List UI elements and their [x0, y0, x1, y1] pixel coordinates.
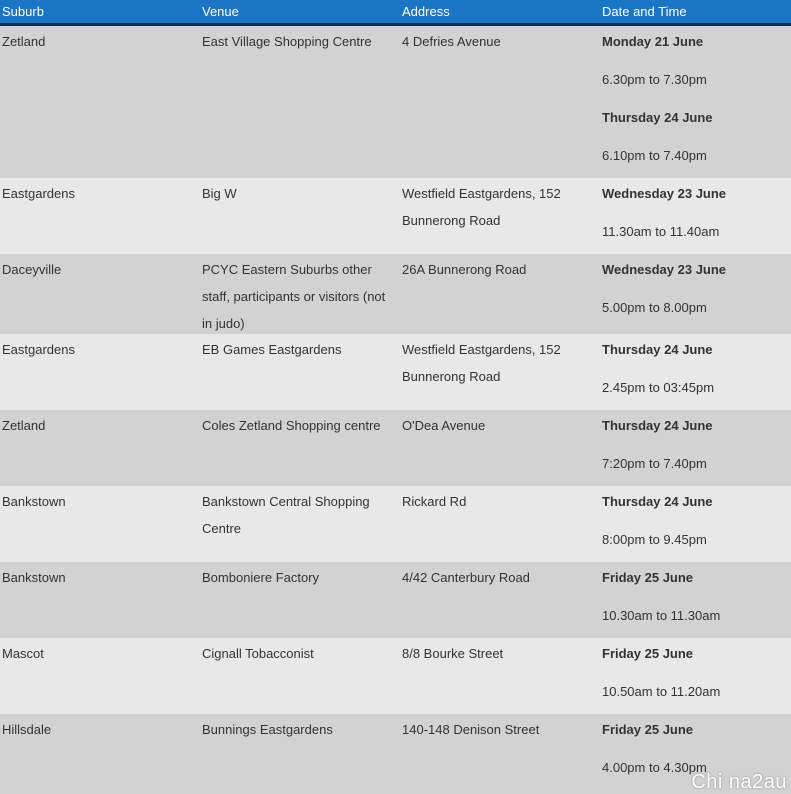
date-label: Wednesday 23 June [602, 186, 727, 201]
venue-cell: PCYC Eastern Suburbs other staff, partic… [202, 262, 386, 331]
suburb-cell: Bankstown [2, 494, 66, 509]
address-cell: 26A Bunnerong Road [402, 262, 527, 277]
venue-cell: EB Games Eastgardens [202, 342, 342, 357]
time-range: 7:20pm to 7.40pm [602, 456, 707, 471]
table-row: Zetland East Village Shopping Centre 4 Def… [0, 26, 791, 178]
address-cell: 4/42 Canterbury Road [402, 570, 530, 585]
date-time-cell: Friday 25 June 10.50am to 11.20am [600, 638, 791, 714]
address-cell: O'Dea Avenue [402, 418, 486, 433]
date-time-cell: Thursday 24 June 7:20pm to 7.40pm [600, 410, 791, 486]
suburb-cell: Daceyville [2, 262, 62, 277]
header-suburb[interactable]: Suburb [2, 4, 44, 19]
address-cell: Rickard Rd [402, 494, 467, 509]
table-header: Suburb Venue Address Date and Time [0, 0, 791, 26]
date-time-cell: Thursday 24 June 8:00pm to 9.45pm [600, 486, 791, 562]
date-label: Friday 25 June [602, 646, 694, 661]
suburb-cell: Zetland [2, 34, 46, 49]
address-cell: 4 Defries Avenue [402, 34, 501, 49]
suburb-cell: Bankstown [2, 570, 66, 585]
date-time-cell: Wednesday 23 June 11.30am to 11.40am [600, 178, 791, 254]
address-cell: 140-148 Denison Street [402, 722, 540, 737]
table-row: Hillsdale Bunnings Eastgardens 140-148 Den… [0, 714, 791, 794]
time-range: 6.30pm to 7.30pm [602, 72, 707, 87]
suburb-cell: Hillsdale [2, 722, 52, 737]
time-range: 4.00pm to 4.30pm [602, 760, 707, 775]
date-label: Thursday 24 June [602, 418, 713, 433]
venue-cell: East Village Shopping Centre [202, 34, 372, 49]
time-range: 2.45pm to 03:45pm [602, 380, 715, 395]
table-row: Mascot Cignall Tobacconist 8/8 Bourke Stre… [0, 638, 791, 714]
date-label: Thursday 24 June [602, 110, 713, 125]
date-time-cell: Friday 25 June 4.00pm to 4.30pm [600, 714, 791, 794]
venue-cell: Coles Zetland Shopping centre [202, 418, 381, 433]
suburb-cell: Mascot [2, 646, 44, 661]
date-label: Thursday 24 June [602, 342, 713, 357]
venue-cell: Big W [202, 186, 237, 201]
suburb-cell: Eastgardens [2, 186, 75, 201]
date-time-cell: Wednesday 23 June 5.00pm to 8.00pm [600, 254, 791, 334]
address-cell: Westfield Eastgardens, 152 Bunnerong Roa… [402, 186, 561, 228]
header-date-time[interactable]: Date and Time [602, 4, 687, 19]
table-row: Bankstown Bankstown Central Shopping Cent… [0, 486, 791, 562]
suburb-cell: Eastgardens [2, 342, 75, 357]
time-range: 6.10pm to 7.40pm [602, 148, 707, 163]
time-range: 10.50am to 11.20am [602, 684, 721, 699]
time-range: 8:00pm to 9.45pm [602, 532, 707, 547]
venue-cell: Cignall Tobacconist [202, 646, 314, 661]
time-range: 11.30am to 11.40am [602, 224, 720, 239]
date-time-cell: Thursday 24 June 2.45pm to 03:45pm [600, 334, 791, 410]
table-row: Zetland Coles Zetland Shopping centre O'De… [0, 410, 791, 486]
table-row: Bankstown Bomboniere Factory 4/42 Canterbu… [0, 562, 791, 638]
venue-cell: Bomboniere Factory [202, 570, 320, 585]
address-cell: Westfield Eastgardens, 152 Bunnerong Roa… [402, 342, 561, 384]
date-label: Wednesday 23 June [602, 262, 727, 277]
date-label: Thursday 24 June [602, 494, 713, 509]
date-time-cell: Monday 21 June 6.30pm to 7.30pm Thursday 2… [600, 26, 791, 178]
suburb-cell: Zetland [2, 418, 46, 433]
watermark: Chi na2au [691, 771, 787, 793]
date-label: Monday 21 June [602, 34, 704, 49]
venue-cell: Bankstown Central Shopping Centre [202, 494, 370, 536]
table-body: Zetland East Village Shopping Centre 4 Def… [0, 26, 791, 794]
time-range: 5.00pm to 8.00pm [602, 300, 707, 315]
table-row: Eastgardens Big W Westfield Eastgardens, 1… [0, 178, 791, 254]
time-range: 10.30am to 11.30am [602, 608, 721, 623]
date-label: Friday 25 June [602, 570, 694, 585]
date-time-cell: Friday 25 June 10.30am to 11.30am [600, 562, 791, 638]
header-address[interactable]: Address [402, 4, 450, 19]
header-venue[interactable]: Venue [202, 4, 239, 19]
venue-cell: Bunnings Eastgardens [202, 722, 333, 737]
date-label: Friday 25 June [602, 722, 694, 737]
address-cell: 8/8 Bourke Street [402, 646, 504, 661]
table-row: Daceyville PCYC Eastern Suburbs other sta… [0, 254, 791, 334]
table-row: Eastgardens EB Games Eastgardens Westfield… [0, 334, 791, 410]
